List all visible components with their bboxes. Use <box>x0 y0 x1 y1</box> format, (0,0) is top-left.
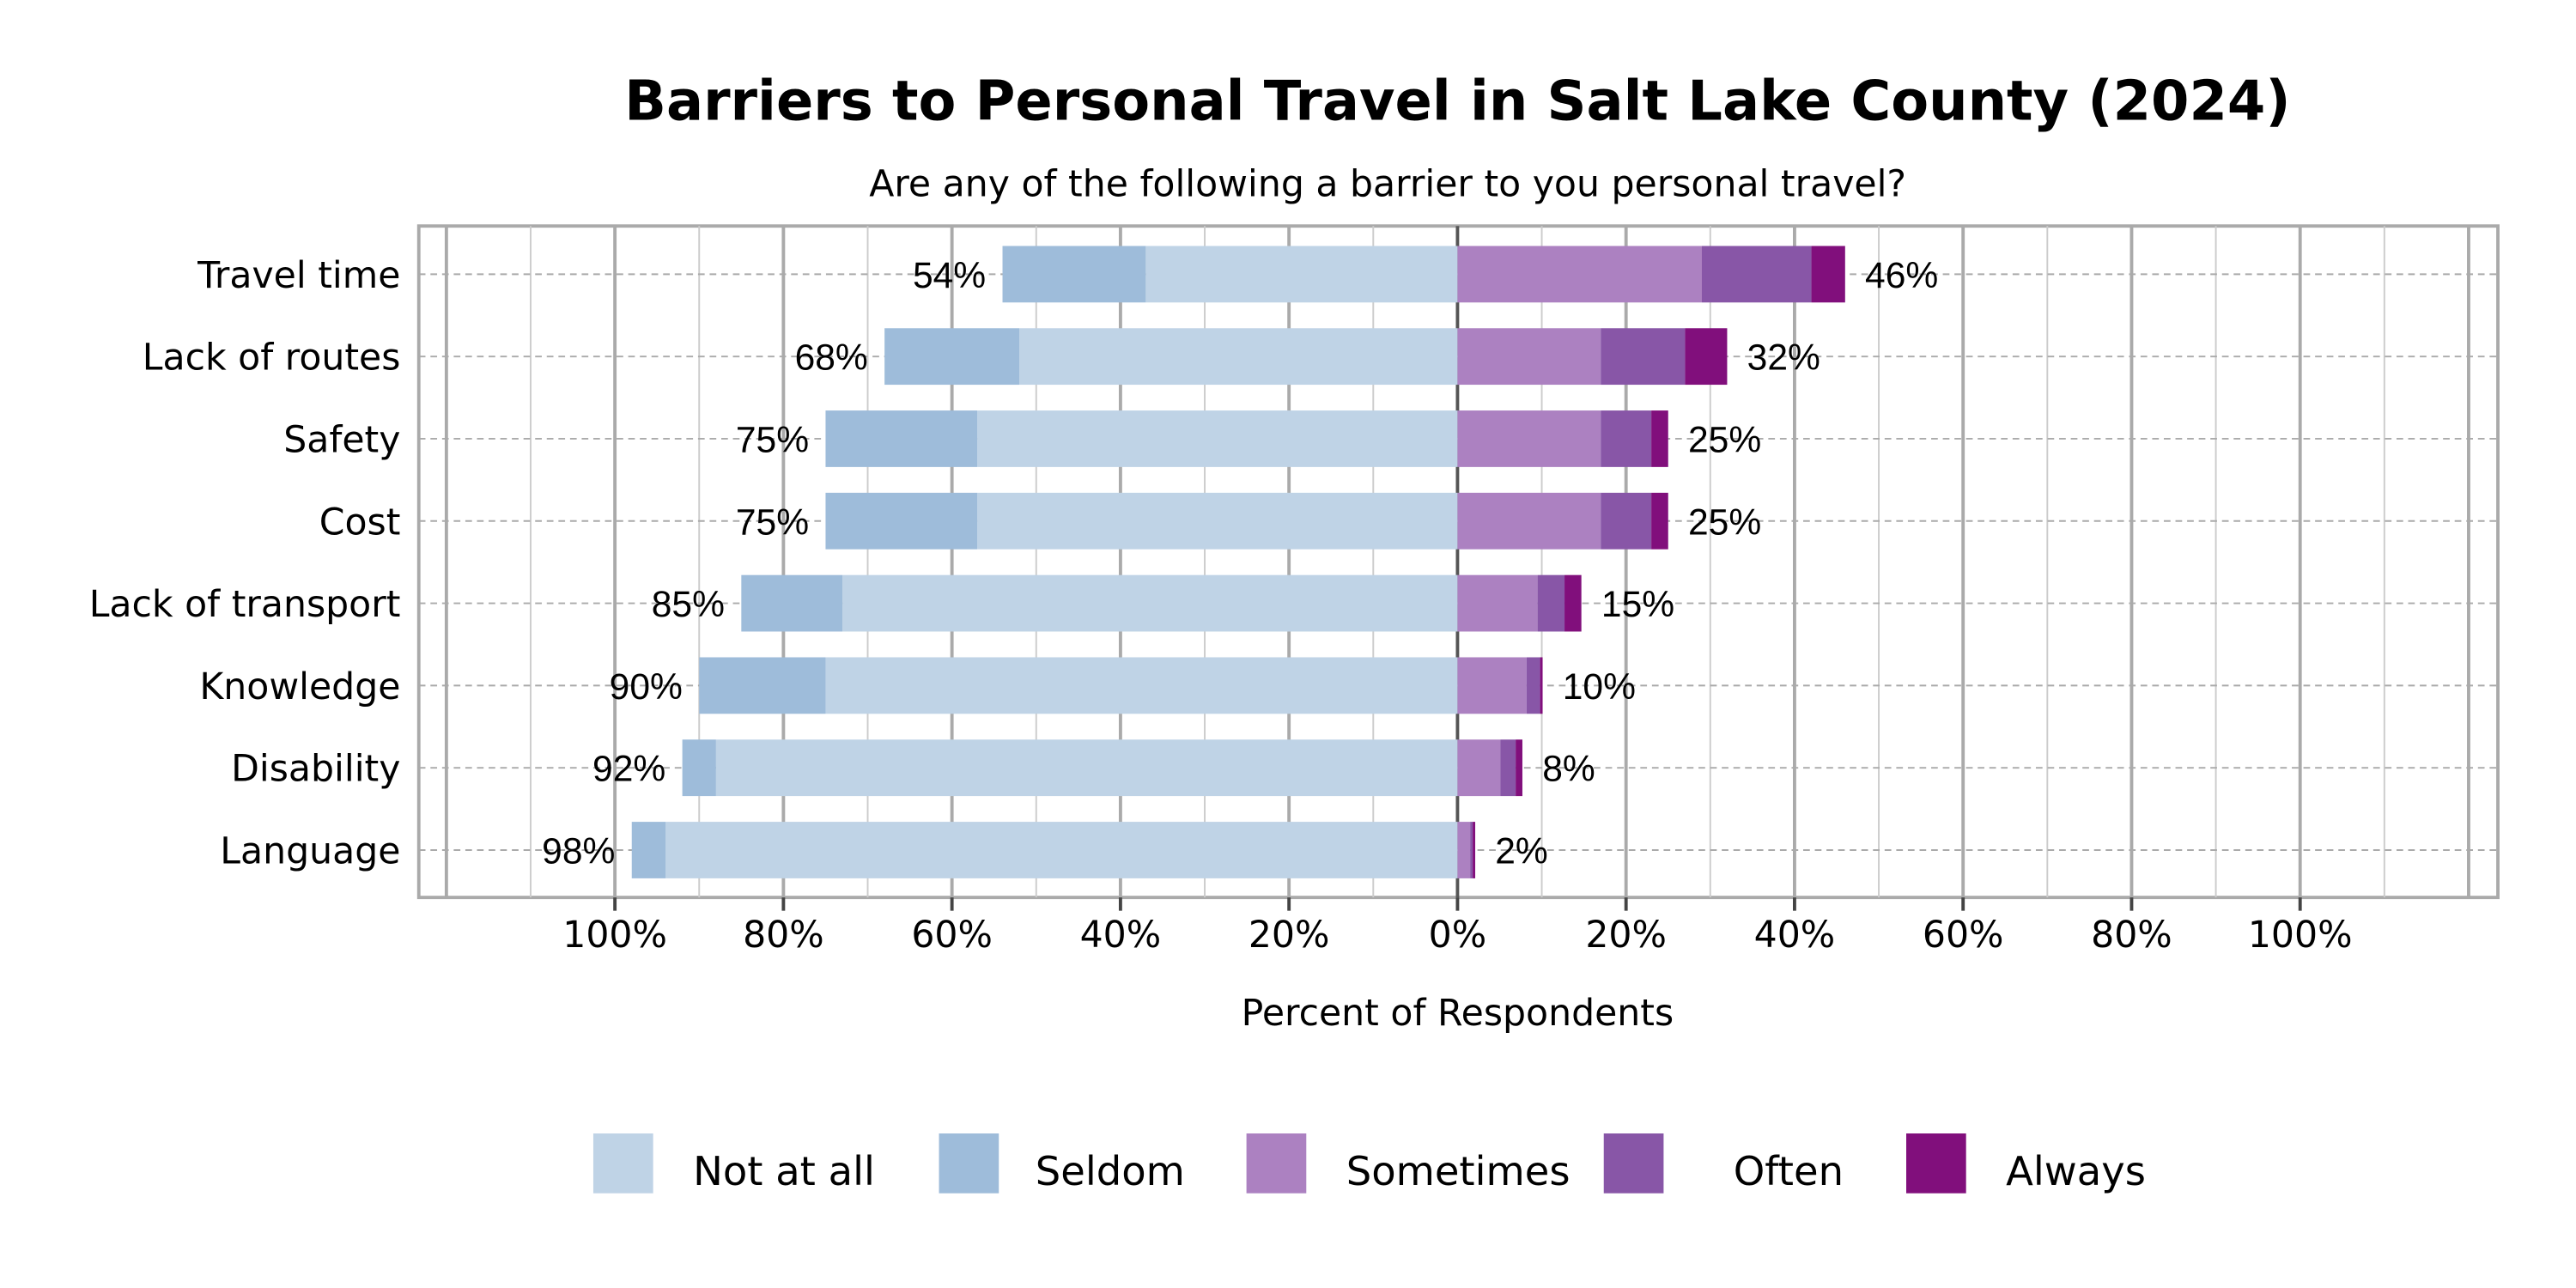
bar-segment-often <box>1601 492 1652 550</box>
legend-label: Seldom <box>1036 1148 1185 1194</box>
category-label: Safety <box>283 418 400 461</box>
bar-segment-always <box>1540 657 1543 714</box>
x-tick-label: 100% <box>562 914 667 957</box>
bar-segment-seldom <box>682 739 716 797</box>
left-total-label: 90% <box>610 666 683 708</box>
bar-segment-sometimes <box>1457 574 1538 632</box>
category-label: Disability <box>231 748 400 791</box>
bar-segment-always <box>1651 492 1668 550</box>
bar-segment-not-at-all <box>977 492 1458 550</box>
x-tick-label: 60% <box>911 914 993 957</box>
x-tick-label: 80% <box>2091 914 2172 957</box>
y-axis-labels: Travel time Lack of routes Safety Cost Lack … <box>89 254 401 873</box>
category-label: Knowledge <box>199 665 400 708</box>
bar-segment-often <box>1500 739 1516 797</box>
bar-segment-sometimes <box>1457 822 1471 878</box>
bar-segment-seldom <box>884 328 1020 386</box>
legend-label: Not at all <box>693 1148 875 1194</box>
right-total-label: 8% <box>1542 749 1595 790</box>
bar-segment-often <box>1537 574 1565 632</box>
right-total-label: 25% <box>1688 419 1761 460</box>
category-label: Cost <box>319 501 401 544</box>
right-total-label: 2% <box>1495 830 1548 872</box>
bar-segment-often <box>1470 822 1473 878</box>
bar-segment-often <box>1526 657 1540 714</box>
bar-segment-not-at-all <box>977 410 1458 467</box>
bar-segment-seldom <box>741 574 843 632</box>
chart-title: Barriers to Personal Travel in Salt Lake… <box>624 70 2290 133</box>
bar-segment-not-at-all <box>842 574 1458 632</box>
right-total-label: 46% <box>1865 255 1938 296</box>
bar-segment-seldom <box>699 657 826 714</box>
bar-segment-sometimes <box>1457 739 1501 797</box>
bar-segment-always <box>1811 246 1845 303</box>
bar-segment-seldom <box>825 410 978 467</box>
legend-swatch <box>1246 1133 1307 1194</box>
bar-segment-not-at-all <box>665 822 1458 878</box>
bar-segment-sometimes <box>1457 246 1702 303</box>
bars: 54% 46% 68% 32% 75% 25% 75% 25% 85% 15% 90% 10% 92% 8… <box>542 246 1938 878</box>
left-total-label: 85% <box>652 584 725 625</box>
x-tick-label: 60% <box>1923 914 2004 957</box>
chart-subtitle: Are any of the following a barrier to yo… <box>869 162 1906 205</box>
legend-swatch <box>1603 1133 1664 1194</box>
legend-swatch <box>1906 1133 1966 1194</box>
bar-segment-not-at-all <box>715 739 1458 797</box>
bar-segment-always <box>1685 328 1728 386</box>
bar-segment-not-at-all <box>1145 246 1458 303</box>
legend-label: Always <box>2006 1148 2146 1194</box>
bar-segment-always <box>1516 739 1522 797</box>
bar-segment-often <box>1601 410 1652 467</box>
left-total-label: 68% <box>795 337 868 379</box>
left-total-label: 75% <box>736 501 809 543</box>
right-total-label: 25% <box>1688 501 1761 543</box>
category-label: Language <box>220 829 400 872</box>
x-tick-label: 20% <box>1249 914 1330 957</box>
bar-segment-seldom <box>1002 246 1146 303</box>
left-total-label: 54% <box>913 255 986 296</box>
left-total-label: 92% <box>592 749 665 790</box>
legend: Not at all Seldom Sometimes Often Always <box>592 1133 2146 1194</box>
bar-segment-always <box>1651 410 1668 467</box>
category-label: Travel time <box>197 254 400 297</box>
bar-segment-seldom <box>631 822 666 878</box>
bar-segment-always <box>1473 822 1476 878</box>
x-tick-label: 100% <box>2248 914 2353 957</box>
category-label: Lack of routes <box>143 337 401 380</box>
bar-segment-often <box>1601 328 1686 386</box>
x-tick-label: 40% <box>1754 914 1836 957</box>
legend-swatch <box>592 1133 653 1194</box>
bar-segment-always <box>1564 574 1582 632</box>
grid <box>416 224 2500 900</box>
right-total-label: 32% <box>1747 337 1820 379</box>
bar-segment-not-at-all <box>825 657 1458 714</box>
x-axis-ticks: 100% 80% 60% 40% 20% 0% 20% 40% 60% 80% 100% <box>562 897 2353 957</box>
legend-label: Sometimes <box>1346 1148 1571 1194</box>
category-label: Lack of transport <box>89 583 401 626</box>
bar-segment-often <box>1701 246 1812 303</box>
bar-segment-sometimes <box>1457 492 1601 550</box>
bar-segment-sometimes <box>1457 657 1527 714</box>
bar-segment-sometimes <box>1457 328 1601 386</box>
right-total-label: 15% <box>1601 584 1674 625</box>
left-total-label: 75% <box>736 419 809 460</box>
x-axis-title: Percent of Respondents <box>1242 992 1674 1035</box>
bar-segment-not-at-all <box>1019 328 1458 386</box>
x-tick-label: 0% <box>1429 914 1487 957</box>
bar-segment-seldom <box>825 492 978 550</box>
left-total-label: 98% <box>542 830 615 872</box>
x-tick-label: 20% <box>1585 914 1667 957</box>
right-total-label: 10% <box>1563 666 1636 708</box>
bar-segment-sometimes <box>1457 410 1601 467</box>
legend-swatch <box>939 1133 999 1194</box>
x-tick-label: 80% <box>743 914 824 957</box>
x-tick-label: 40% <box>1080 914 1162 957</box>
legend-label: Often <box>1734 1148 1844 1194</box>
